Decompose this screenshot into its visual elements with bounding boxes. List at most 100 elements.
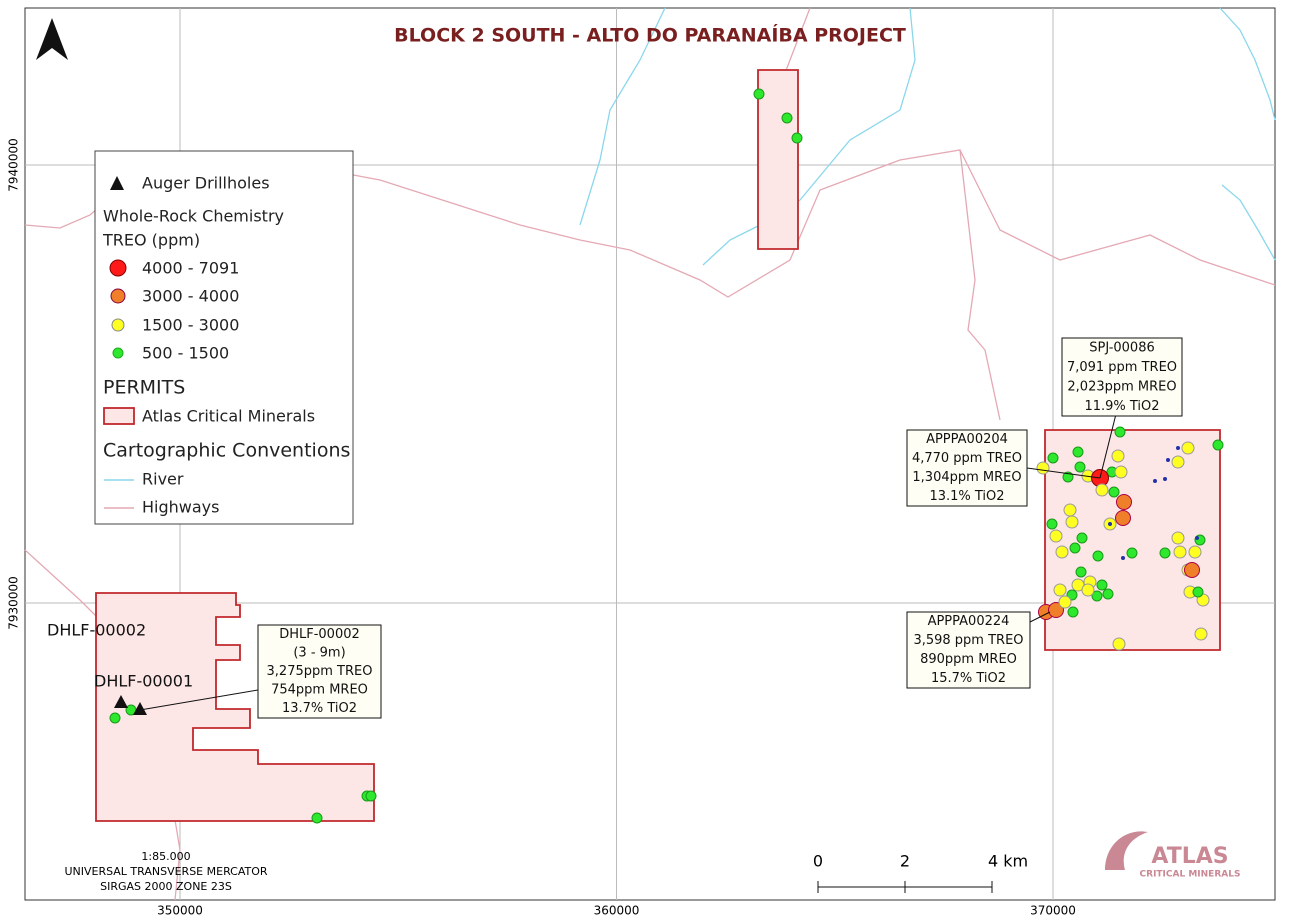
sample [1036, 461, 1050, 475]
callout-text: SPJ-00086 [1089, 340, 1155, 355]
sample [1067, 606, 1079, 618]
callout-text: 754ppm MREO [271, 683, 368, 698]
legend-item: Atlas Critical Minerals [142, 407, 315, 426]
sample [1108, 486, 1120, 498]
sample-minor [1108, 522, 1112, 526]
sample [1111, 449, 1125, 463]
grid-label: 7940000 [7, 138, 21, 191]
grid-label: 350000 [157, 904, 203, 918]
hole-label: DHLF-00001 [94, 672, 193, 691]
sample [1095, 483, 1109, 497]
sample [1062, 471, 1074, 483]
callout-text: 13.1% TiO2 [929, 489, 1004, 504]
sample [1048, 602, 1064, 618]
sample [1114, 426, 1126, 438]
sample-minor [1121, 556, 1125, 560]
sample [1047, 452, 1059, 464]
callout-text: 11.9% TiO2 [1084, 399, 1159, 414]
callout-text: APPPA00204 [926, 432, 1008, 447]
sample [109, 712, 121, 724]
callout-text: 3,275ppm TREO [267, 664, 373, 679]
sample [1171, 455, 1185, 469]
callout-box [906, 429, 1028, 507]
sample [1069, 542, 1081, 554]
scale-ratio: 1:85.000 [141, 850, 190, 863]
logo-sub: CRITICAL MINERALS [1140, 870, 1241, 880]
projection: UNIVERSAL TRANSVERSE MERCATOR [64, 865, 267, 878]
callout-text: 890ppm MREO [920, 652, 1017, 667]
callout-text: DHLF-00002 [279, 627, 360, 642]
callout-text: 2,023ppm MREO [1067, 379, 1176, 394]
hole-label: DHLF-00002 [47, 621, 146, 640]
scale-label: 4 km [988, 852, 1028, 871]
sample [1192, 586, 1204, 598]
sample [1092, 550, 1104, 562]
callout-box [1061, 337, 1183, 417]
sample-minor [1166, 458, 1170, 462]
legend-item: Highways [142, 498, 219, 517]
rivers [579, 7, 1276, 266]
legend-heading: Cartographic Conventions [103, 440, 350, 462]
legend: Auger Drillholes Whole-Rock Chemistry TR… [94, 150, 354, 525]
sample [1091, 590, 1103, 602]
callout-text: 7,091 ppm TREO [1067, 360, 1177, 375]
sample-minor [1153, 479, 1157, 483]
datum: SIRGAS 2000 ZONE 23S [100, 880, 232, 893]
sample-minor [1176, 446, 1180, 450]
sample [1063, 503, 1077, 517]
grid-label: 370000 [1030, 904, 1076, 918]
sample [1159, 547, 1171, 559]
sample [1065, 515, 1079, 529]
scale-label: 2 [900, 852, 910, 871]
sample [1212, 439, 1224, 451]
sample [1181, 441, 1195, 455]
leader [1026, 467, 1101, 479]
logo: ATLAS CRITICAL MINERALS [1105, 831, 1241, 880]
callout-text: 15.7% TiO2 [931, 671, 1006, 686]
legend-item: 4000 - 7091 [142, 259, 239, 278]
legend-item: 3000 - 4000 [142, 287, 239, 306]
legend-item: 1500 - 3000 [142, 316, 239, 335]
legend-heading: Whole-Rock Chemistry [103, 207, 284, 226]
sample [1076, 532, 1088, 544]
sample [1173, 545, 1187, 559]
sample [781, 112, 793, 124]
sample [1081, 583, 1095, 597]
sample [1074, 461, 1086, 473]
sample [1188, 545, 1202, 559]
sample [1049, 529, 1063, 543]
callouts: SPJ-00086 7,091 ppm TREO 2,023ppm MREO 11.9… [139, 337, 1183, 719]
sample [311, 812, 323, 824]
sample [1171, 531, 1185, 545]
sample [1075, 566, 1087, 578]
sample [1115, 510, 1131, 526]
grid-label: 360000 [594, 904, 640, 918]
samples [109, 88, 1224, 824]
callout-text: 4,770 ppm TREO [912, 451, 1022, 466]
sample [1116, 494, 1132, 510]
sample [1055, 545, 1069, 559]
legend-item: Auger Drillholes [142, 174, 270, 193]
sample [753, 88, 765, 100]
sample-minor [1163, 477, 1167, 481]
drillholes [114, 695, 147, 715]
scale-bar: 0 2 4 km [813, 852, 1028, 893]
sample [791, 132, 803, 144]
callout-box [257, 624, 382, 719]
sample [1194, 627, 1208, 641]
sample [1126, 547, 1138, 559]
legend-item: River [142, 470, 184, 489]
sample [1112, 637, 1126, 651]
grid-label: 7930000 [7, 576, 21, 629]
sample [1114, 465, 1128, 479]
sample [1053, 583, 1067, 597]
callout-text: 13.7% TiO2 [282, 701, 357, 716]
callout-text: 1,304ppm MREO [912, 470, 1021, 485]
sample [1102, 588, 1114, 600]
sample [1072, 446, 1084, 458]
sample [1058, 595, 1072, 609]
scale-label: 0 [813, 852, 823, 871]
map-title: BLOCK 2 SOUTH - ALTO DO PARANAÍBA PROJEC… [394, 24, 906, 47]
callout-text: 3,598 ppm TREO [913, 633, 1023, 648]
